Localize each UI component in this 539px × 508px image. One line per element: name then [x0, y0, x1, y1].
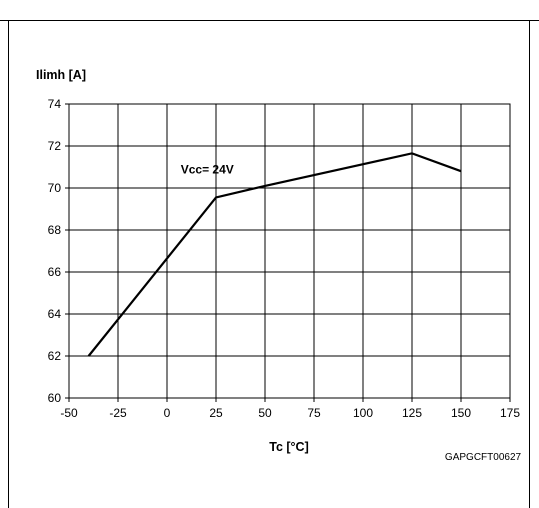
- y-tick-label: 72: [48, 139, 62, 153]
- x-tick-label: 0: [164, 406, 171, 420]
- y-tick-labels: 60 62 64 66 68 70 72 74: [48, 97, 62, 405]
- y-tick-label: 60: [48, 391, 62, 405]
- y-tick-label: 68: [48, 223, 62, 237]
- figure-code: GAPGCFT00627: [445, 452, 522, 463]
- x-tick-label: 125: [402, 406, 422, 420]
- x-tick-label: -25: [109, 406, 127, 420]
- x-tick-label: -50: [60, 406, 78, 420]
- y-tick-label: 64: [48, 307, 62, 321]
- x-tick-labels: -50 -25 0 25 50 75 100 125 150 175: [60, 406, 520, 420]
- x-tick-label: 100: [353, 406, 373, 420]
- x-tick-label: 25: [209, 406, 223, 420]
- y-tick-label: 66: [48, 265, 62, 279]
- grid-lines: [65, 103, 511, 402]
- x-tick-label: 175: [500, 406, 520, 420]
- y-tick-label: 74: [48, 97, 62, 111]
- y-tick-label: 70: [48, 181, 62, 195]
- series-line: [87, 152, 462, 357]
- series-group: [87, 152, 462, 357]
- y-axis-label: Ilimh [A]: [36, 68, 86, 82]
- x-tick-label: 150: [451, 406, 471, 420]
- annotation-vcc: Vcc= 24V: [181, 162, 234, 176]
- y-tick-label: 62: [48, 349, 62, 363]
- x-tick-label: 75: [307, 406, 321, 420]
- x-axis-label: Tc [°C]: [269, 440, 308, 454]
- x-tick-label: 50: [258, 406, 272, 420]
- plot-area: [68, 103, 511, 399]
